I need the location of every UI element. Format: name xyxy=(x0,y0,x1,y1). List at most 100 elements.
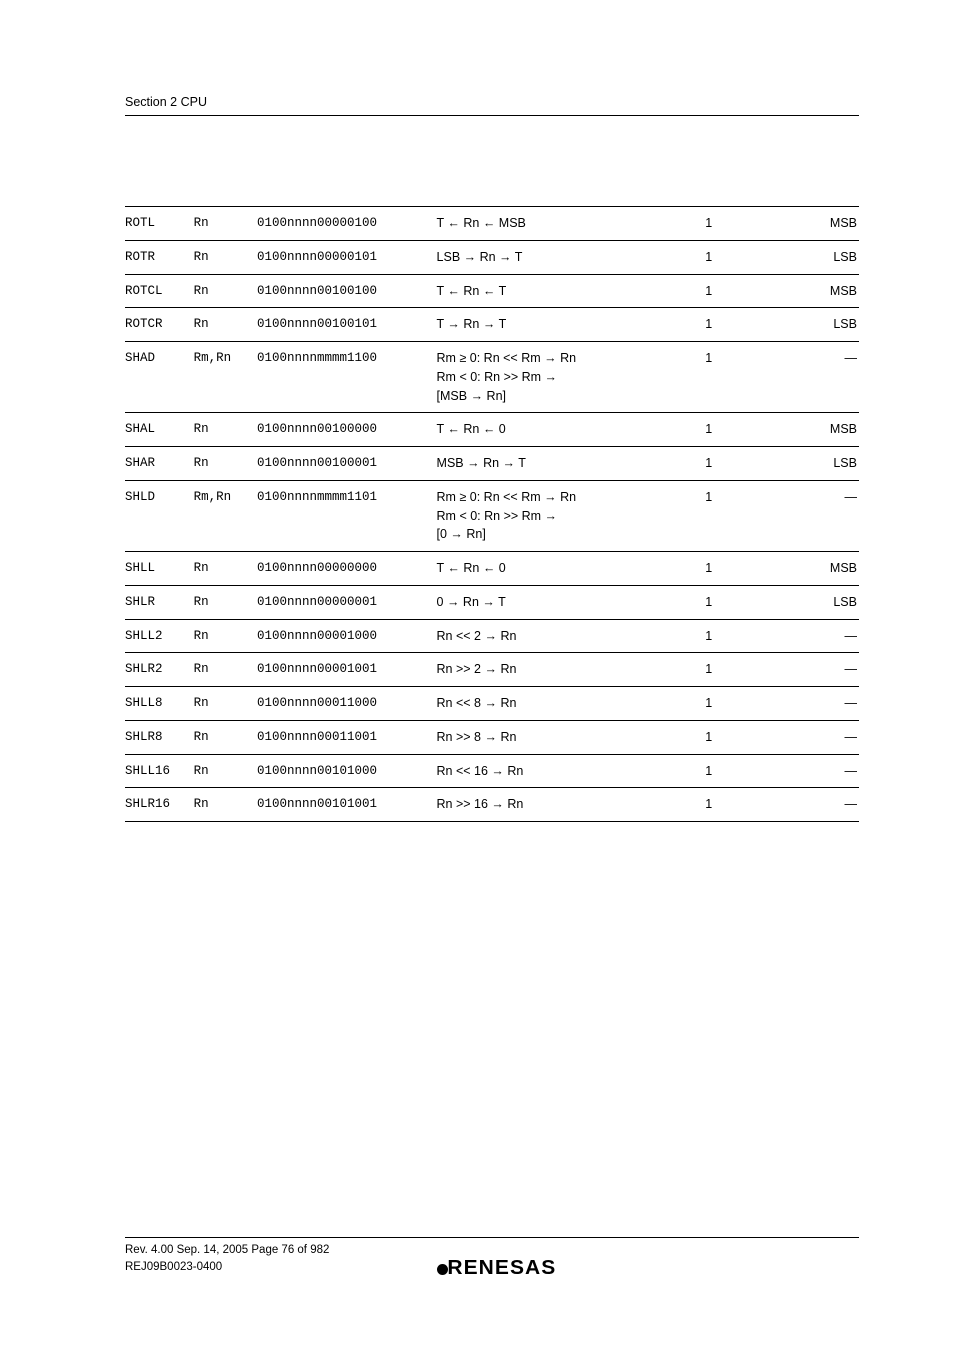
cell-code: 0100nnnn00001000 xyxy=(257,619,437,653)
renesas-logo: RENESAS xyxy=(437,1257,554,1280)
cell-code: 0100nnnn00100100 xyxy=(257,274,437,308)
cell-tbit: — xyxy=(801,619,859,653)
table-row: SHLRRn0100nnnn000000010 → Rn → T1LSB xyxy=(125,585,859,619)
cell-mnemonic: SHLL xyxy=(125,552,194,586)
table-row: SHLL8Rn0100nnnn00011000Rn << 8 → Rn1— xyxy=(125,687,859,721)
cell-mnemonic: SHLR xyxy=(125,585,194,619)
cell-operation: MSB → Rn → T xyxy=(437,447,696,481)
cell-cycles: 1 xyxy=(695,619,801,653)
cell-cycles: 1 xyxy=(695,480,801,551)
table-row: SHLL16Rn0100nnnn00101000Rn << 16 → Rn1— xyxy=(125,754,859,788)
page-footer: Rev. 4.00 Sep. 14, 2005 Page 76 of 982 R… xyxy=(125,1237,859,1277)
cell-cycles: 1 xyxy=(695,653,801,687)
table-row: SHALRn0100nnnn00100000T ← Rn ← 01MSB xyxy=(125,413,859,447)
cell-operands: Rn xyxy=(194,447,257,481)
cell-operands: Rn xyxy=(194,552,257,586)
cell-tbit: — xyxy=(801,653,859,687)
cell-operands: Rn xyxy=(194,207,257,241)
cell-code: 0100nnnn00101000 xyxy=(257,754,437,788)
cell-operation: 0 → Rn → T xyxy=(437,585,696,619)
cell-operation: LSB → Rn → T xyxy=(437,240,696,274)
cell-cycles: 1 xyxy=(695,552,801,586)
cell-mnemonic: ROTCR xyxy=(125,308,194,342)
cell-operation: Rn >> 8 → Rn xyxy=(437,720,696,754)
cell-operation: T ← Rn ← 0 xyxy=(437,552,696,586)
cell-operands: Rn xyxy=(194,308,257,342)
cell-code: 0100nnnn00011000 xyxy=(257,687,437,721)
table-row: SHLDRm,Rn0100nnnnmmmm1101Rm ≥ 0: Rn << R… xyxy=(125,480,859,551)
cell-code: 0100nnnn00000001 xyxy=(257,585,437,619)
cell-tbit: — xyxy=(801,788,859,822)
cell-operation: T → Rn → T xyxy=(437,308,696,342)
cell-operands: Rn xyxy=(194,720,257,754)
cell-tbit: MSB xyxy=(801,207,859,241)
cell-cycles: 1 xyxy=(695,342,801,413)
cell-operands: Rn xyxy=(194,274,257,308)
cell-cycles: 1 xyxy=(695,585,801,619)
cell-mnemonic: SHLL2 xyxy=(125,619,194,653)
cell-tbit: LSB xyxy=(801,240,859,274)
cell-code: 0100nnnn00000000 xyxy=(257,552,437,586)
renesas-dot-icon xyxy=(437,1264,448,1275)
cell-operation: Rm ≥ 0: Rn << Rm → RnRm < 0: Rn >> Rm →[… xyxy=(437,342,696,413)
cell-tbit: MSB xyxy=(801,413,859,447)
cell-cycles: 1 xyxy=(695,788,801,822)
cell-operation: Rn << 8 → Rn xyxy=(437,687,696,721)
cell-operation: Rn << 2 → Rn xyxy=(437,619,696,653)
cell-tbit: — xyxy=(801,720,859,754)
cell-cycles: 1 xyxy=(695,308,801,342)
table-row: ROTRRn0100nnnn00000101LSB → Rn → T1LSB xyxy=(125,240,859,274)
cell-operands: Rn xyxy=(194,240,257,274)
table-row: SHLLRn0100nnnn00000000T ← Rn ← 01MSB xyxy=(125,552,859,586)
cell-cycles: 1 xyxy=(695,447,801,481)
cell-operands: Rn xyxy=(194,653,257,687)
cell-cycles: 1 xyxy=(695,413,801,447)
cell-operands: Rm,Rn xyxy=(194,480,257,551)
cell-code: 0100nnnn00000101 xyxy=(257,240,437,274)
cell-operation: Rn >> 16 → Rn xyxy=(437,788,696,822)
table-row: ROTLRn0100nnnn00000100T ← Rn ← MSB1MSB xyxy=(125,207,859,241)
cell-operation: Rn >> 2 → Rn xyxy=(437,653,696,687)
cell-cycles: 1 xyxy=(695,754,801,788)
cell-operands: Rn xyxy=(194,687,257,721)
cell-mnemonic: ROTCL xyxy=(125,274,194,308)
cell-mnemonic: SHAL xyxy=(125,413,194,447)
cell-mnemonic: ROTR xyxy=(125,240,194,274)
table-row: SHADRm,Rn0100nnnnmmmm1100Rm ≥ 0: Rn << R… xyxy=(125,342,859,413)
renesas-text: RENESAS xyxy=(447,1257,556,1280)
instruction-table: ROTLRn0100nnnn00000100T ← Rn ← MSB1MSBRO… xyxy=(125,206,859,822)
cell-tbit: — xyxy=(801,480,859,551)
cell-tbit: — xyxy=(801,342,859,413)
cell-operation: Rn << 16 → Rn xyxy=(437,754,696,788)
cell-operation: T ← Rn ← T xyxy=(437,274,696,308)
cell-tbit: MSB xyxy=(801,552,859,586)
cell-tbit: MSB xyxy=(801,274,859,308)
section-header: Section 2 CPU xyxy=(125,95,859,116)
cell-mnemonic: SHLR16 xyxy=(125,788,194,822)
cell-tbit: LSB xyxy=(801,585,859,619)
cell-mnemonic: SHLL16 xyxy=(125,754,194,788)
cell-mnemonic: SHLR2 xyxy=(125,653,194,687)
table-row: SHLL2Rn0100nnnn00001000Rn << 2 → Rn1— xyxy=(125,619,859,653)
cell-code: 0100nnnn00100000 xyxy=(257,413,437,447)
cell-operation: T ← Rn ← MSB xyxy=(437,207,696,241)
cell-code: 0100nnnnmmmm1100 xyxy=(257,342,437,413)
cell-mnemonic: SHLR8 xyxy=(125,720,194,754)
cell-operands: Rm,Rn xyxy=(194,342,257,413)
cell-code: 0100nnnn00001001 xyxy=(257,653,437,687)
cell-cycles: 1 xyxy=(695,207,801,241)
cell-mnemonic: ROTL xyxy=(125,207,194,241)
cell-code: 0100nnnn00011001 xyxy=(257,720,437,754)
cell-code: 0100nnnn00000100 xyxy=(257,207,437,241)
cell-tbit: — xyxy=(801,754,859,788)
cell-operands: Rn xyxy=(194,754,257,788)
cell-operation: Rm ≥ 0: Rn << Rm → RnRm < 0: Rn >> Rm →[… xyxy=(437,480,696,551)
cell-mnemonic: SHAD xyxy=(125,342,194,413)
cell-cycles: 1 xyxy=(695,720,801,754)
cell-mnemonic: SHAR xyxy=(125,447,194,481)
cell-tbit: LSB xyxy=(801,447,859,481)
cell-operands: Rn xyxy=(194,788,257,822)
cell-code: 0100nnnn00100101 xyxy=(257,308,437,342)
cell-operands: Rn xyxy=(194,413,257,447)
table-row: SHLR8Rn0100nnnn00011001Rn >> 8 → Rn1— xyxy=(125,720,859,754)
